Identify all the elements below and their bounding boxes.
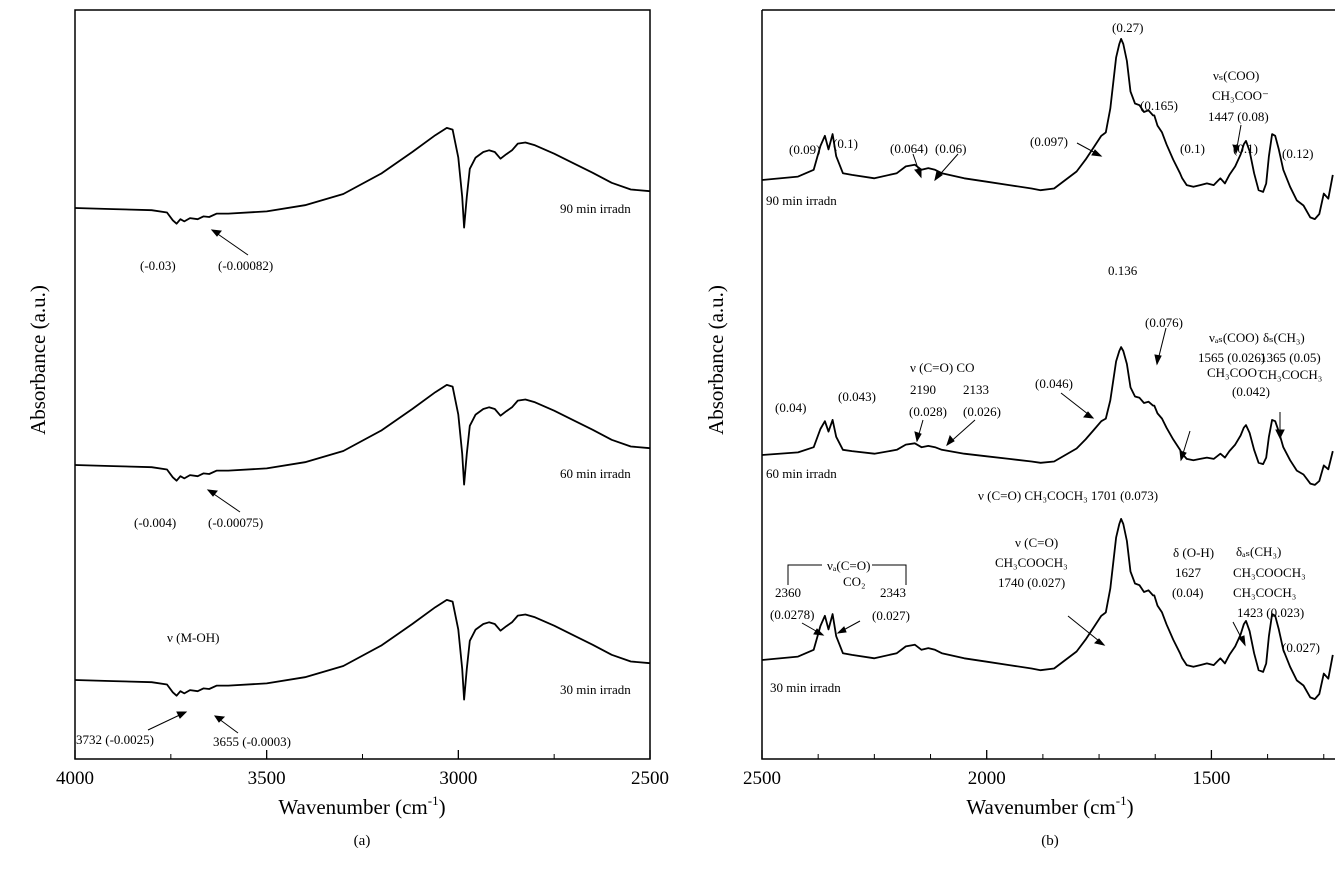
annotation-b-acetate-90: CH₃COO⁻: [1212, 88, 1269, 103]
annotation-b-ester-formula-2: CH₃COOCH₃: [1233, 565, 1306, 580]
annotation-a-3655: 3655 (-0.0003): [213, 734, 291, 749]
panel-a-spectra: [74, 127, 651, 701]
annotation-b-vco-ester: ν (C=O): [1015, 535, 1058, 550]
annotation-a-neg000082: (-0.00082): [218, 258, 273, 273]
spectrum-line-60-min-irradn: [74, 384, 651, 486]
annotation-a-neg003: (-0.03): [140, 258, 176, 273]
panel-label-b: (b): [1041, 833, 1059, 849]
annotation-b: (0.0278): [770, 607, 814, 622]
annotation-a-m-oh: ν (M-OH): [167, 630, 219, 645]
annotation-b: (0.027): [1282, 640, 1320, 655]
annotation-b: 1565 (0.026): [1198, 350, 1265, 365]
annotation-b: 1627: [1175, 565, 1202, 580]
annotation-b: (0.064): [890, 141, 928, 156]
y-axis-label-a: Absorbance (a.u.): [26, 285, 50, 435]
annotation-b: δ (O-H): [1173, 545, 1214, 560]
spectrum-line-90-min-irradn: [74, 127, 651, 229]
x-tick-label: 3000: [439, 768, 477, 789]
annotation-b-vco-acetone: ν (C=O) CH₃COCH₃ 1701 (0.073): [978, 488, 1158, 503]
annotation-b: (0.097): [1030, 134, 1068, 149]
panel-a-arrows: [147, 229, 249, 734]
annotation-b-acetone-formula: CH₃COCH₃: [1233, 585, 1296, 600]
annotation-b: 2360: [775, 585, 801, 600]
panel-b-labels: 90 min irradn 60 min irradn 30 min irrad…: [766, 20, 1322, 695]
panel-a-labels: 90 min irradn 60 min irradn 30 min irrad…: [76, 201, 631, 749]
annotation-b: (0.046): [1035, 376, 1073, 391]
x-tick-label: 1500: [1192, 768, 1230, 789]
annotation-b: 1447 (0.08): [1208, 109, 1269, 124]
annotation-b: 1740 (0.027): [998, 575, 1065, 590]
panel-a: 4000 3500 3000 2500 90 min irradn 60 min ir…: [26, 9, 669, 849]
panel-label-a: (a): [354, 833, 371, 849]
annotation-b: 0.136: [1108, 263, 1138, 278]
annotation-b: (0.04): [1172, 585, 1203, 600]
spectrum-line-60-min-irradn: [761, 346, 1334, 486]
annotation-b: (0.04): [775, 400, 806, 415]
annotation-b: (0.076): [1145, 315, 1183, 330]
annotation-b: 1423 (0.023): [1237, 605, 1304, 620]
annotation-b: (0.027): [872, 608, 910, 623]
series-label-60-a: 60 min irradn: [560, 466, 631, 481]
series-label-90-a: 90 min irradn: [560, 201, 631, 216]
annotation-b: (0.09): [789, 142, 820, 157]
annotation-b-das-ch3: δₐₛ(CH₃): [1236, 544, 1281, 559]
x-axis-label-a: Wavenumber (cm-1): [278, 793, 445, 819]
x-tick-label: 2500: [631, 768, 669, 789]
y-axis-label-b: Absorbance (a.u.): [704, 285, 728, 435]
panel-a-ticks: 4000 3500 3000 2500: [56, 750, 669, 789]
x-tick-label: 2500: [743, 768, 781, 789]
series-label-60-b: 60 min irradn: [766, 466, 837, 481]
annotation-b: (0.042): [1232, 384, 1270, 399]
annotation-a-3732: 3732 (-0.0025): [76, 732, 154, 747]
annotation-b: (0.1): [833, 136, 858, 151]
panel-b-spectra: [761, 38, 1334, 700]
x-axis-label-b: Wavenumber (cm-1): [966, 793, 1133, 819]
spectrum-line-30-min-irradn: [74, 599, 651, 701]
annotation-b: 1365 (0.05): [1260, 350, 1321, 365]
annotation-b: 2190: [910, 382, 936, 397]
annotation-b: (0.27): [1112, 20, 1143, 35]
series-label-30-b: 30 min irradn: [770, 680, 841, 695]
annotation-b-co2-label: νₐ(C=O): [827, 558, 870, 573]
series-label-90-b: 90 min irradn: [766, 193, 837, 208]
annotation-b-acetone-60: CH₃COCH₃: [1259, 367, 1322, 382]
annotation-b: (0.043): [838, 389, 876, 404]
panel-b-ticks: 2500 2000 1500: [743, 750, 1325, 789]
spectrum-line-30-min-irradn: [761, 518, 1334, 700]
annotation-b-vas-coo: νₐₛ(COO): [1209, 330, 1259, 345]
annotation-b-co: ν (C=O) CO: [910, 360, 975, 375]
annotation-b: (0.1): [1233, 141, 1258, 156]
annotation-b-ester-formula: CH₃COOCH₃: [995, 555, 1068, 570]
x-tick-label: 4000: [56, 768, 94, 789]
annotation-b: (0.12): [1282, 146, 1313, 161]
annotation-b-vs-coo: νₛ(COO): [1213, 68, 1259, 83]
annotation-b: (0.165): [1140, 98, 1178, 113]
annotation-b: (0.06): [935, 141, 966, 156]
x-tick-label: 2000: [968, 768, 1006, 789]
annotation-b: 2343: [880, 585, 906, 600]
panel-b-arrows: [787, 124, 1285, 647]
annotation-a-neg0004: (-0.004): [134, 515, 176, 530]
panel-b: 2500 2000 1500 90 min irradn 60 min irradn…: [704, 9, 1335, 849]
annotation-a-neg000075: (-0.00075): [208, 515, 263, 530]
annotation-b: (0.1): [1180, 141, 1205, 156]
panel-a-frame: [74, 9, 651, 760]
annotation-b: (0.026): [963, 404, 1001, 419]
spectrum-line-90-min-irradn: [761, 38, 1334, 220]
x-tick-label: 3500: [248, 768, 286, 789]
annotation-b-acetate-60: CH₃COO⁻: [1207, 365, 1264, 380]
annotation-b-ds-ch3: δₛ(CH₃): [1263, 330, 1305, 345]
annotation-b-co2: CO₂: [843, 574, 866, 589]
annotation-b: 2133: [963, 382, 989, 397]
annotation-b: (0.028): [909, 404, 947, 419]
series-label-30-a: 30 min irradn: [560, 682, 631, 697]
